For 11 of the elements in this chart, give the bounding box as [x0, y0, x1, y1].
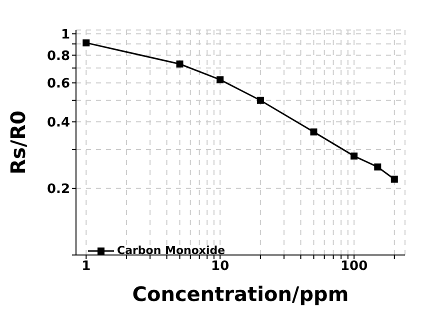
y-tick-label: 1 [60, 27, 70, 42]
y-tick-label: 0.4 [46, 115, 70, 130]
y-tick-label: 0.8 [46, 48, 70, 64]
x-tick-label: 10 [211, 259, 230, 274]
legend-label: Carbon Monoxide [117, 244, 226, 257]
x-tick-label: 100 [340, 259, 368, 274]
x-axis-title: Concentration/ppm [132, 282, 349, 306]
y-axis-title: Rs/R0 [6, 110, 30, 174]
y-tick-label: 0.6 [46, 76, 70, 92]
x-tick-label: 1 [82, 259, 91, 274]
y-tick-label: 0.2 [46, 182, 70, 198]
